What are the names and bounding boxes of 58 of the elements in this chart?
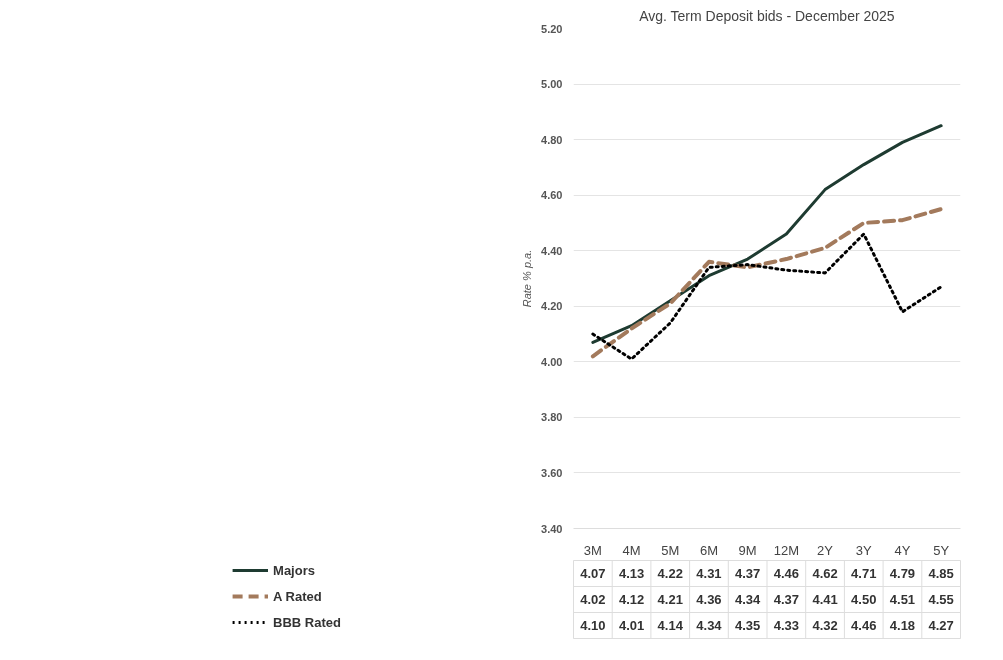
data-label: 4.37	[773, 592, 800, 607]
line-series	[590, 207, 944, 359]
x-tick-label: 5Y	[933, 542, 950, 558]
data-label: 4.37	[735, 566, 761, 581]
data-label: 4.33	[773, 618, 800, 633]
data-label: 4.18	[889, 618, 916, 633]
data-label: 4.31	[696, 566, 722, 581]
data-label: 4.62	[812, 566, 838, 581]
data-label: 4.22	[657, 566, 683, 581]
data-label: 4.50	[851, 592, 877, 607]
data-label: 4.46	[773, 566, 800, 581]
data-label: 4.01	[618, 618, 645, 633]
x-tick-label: 4M	[622, 542, 641, 558]
y-tick-label: 3.60	[541, 466, 563, 479]
x-tick-label: 3M	[583, 542, 602, 558]
data-label: 4.85	[928, 566, 954, 581]
y-axis-title: Rate % p.a.	[521, 249, 534, 308]
data-label: 4.21	[657, 592, 683, 607]
data-label: 4.14	[657, 618, 684, 633]
data-label: 4.02	[580, 592, 606, 607]
y-tick-label: 3.40	[541, 522, 563, 535]
chart-title: Avg. Term Deposit bids - December 2025	[639, 7, 895, 24]
y-tick-label: 4.40	[541, 244, 563, 257]
data-label: 4.27	[928, 618, 954, 633]
y-tick-label: 3.80	[541, 411, 563, 424]
data-label: 4.79	[889, 566, 916, 581]
data-label: 4.46	[851, 618, 877, 633]
data-label: 4.32	[812, 618, 838, 633]
legend-label: A Rated	[273, 587, 322, 606]
x-tick-label: 5M	[661, 542, 680, 558]
legend-label: Majors	[273, 561, 315, 580]
data-label: 4.07	[580, 566, 606, 581]
line-series	[591, 124, 943, 344]
data-label: 4.55	[928, 592, 954, 607]
y-tick-label: 4.60	[541, 189, 563, 202]
x-tick-label: 12M	[773, 542, 799, 558]
data-label: 4.71	[851, 566, 877, 581]
y-tick-label: 5.20	[541, 22, 563, 35]
y-tick-label: 4.20	[541, 300, 563, 313]
data-label: 4.34	[735, 592, 762, 607]
data-label: 4.34	[696, 618, 723, 633]
legend-label: BBB Rated	[273, 613, 341, 632]
x-tick-label: 2Y	[817, 542, 834, 558]
data-label: 4.51	[889, 592, 916, 607]
data-label: 4.41	[812, 592, 838, 607]
data-label: 4.36	[696, 592, 722, 607]
data-label: 4.10	[580, 618, 606, 633]
data-label: 4.35	[735, 618, 761, 633]
line-series	[591, 232, 943, 361]
y-tick-label: 4.00	[541, 355, 563, 368]
x-tick-label: 9M	[738, 542, 757, 558]
x-tick-label: 4Y	[894, 542, 911, 558]
data-label: 4.13	[618, 566, 645, 581]
x-tick-label: 3Y	[855, 542, 873, 558]
y-tick-label: 5.00	[541, 78, 563, 91]
x-tick-label: 6M	[699, 542, 718, 558]
y-tick-label: 4.80	[541, 133, 563, 146]
data-label: 4.12	[618, 592, 645, 607]
